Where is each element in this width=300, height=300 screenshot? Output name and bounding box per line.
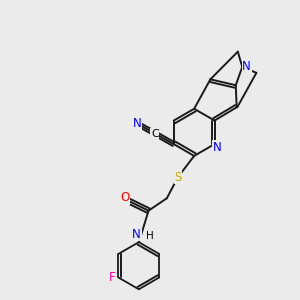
Text: N: N bbox=[132, 228, 141, 241]
Text: O: O bbox=[120, 191, 130, 205]
Text: N: N bbox=[133, 117, 141, 130]
Text: N: N bbox=[242, 60, 251, 73]
Text: H: H bbox=[146, 231, 153, 241]
Text: N: N bbox=[213, 141, 222, 154]
Text: C: C bbox=[151, 129, 159, 139]
Text: F: F bbox=[109, 271, 115, 284]
Text: S: S bbox=[174, 171, 182, 184]
